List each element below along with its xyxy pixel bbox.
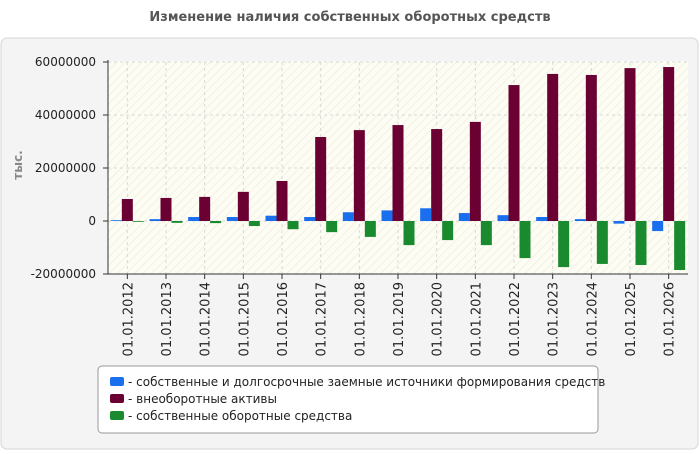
- bar: [635, 221, 647, 265]
- bar: [364, 221, 376, 237]
- bar: [132, 221, 144, 222]
- y-tick-label: 20000000: [35, 161, 96, 175]
- y-tick-label: 60000000: [35, 55, 96, 69]
- bar: [431, 129, 443, 221]
- bar: [519, 221, 531, 259]
- bar: [315, 136, 327, 221]
- bar: [508, 85, 520, 222]
- bar: [248, 221, 260, 227]
- bar: [226, 217, 238, 221]
- bar: [342, 212, 354, 221]
- x-tick-label: 01.01.2014: [199, 282, 214, 356]
- bar: [110, 220, 122, 221]
- bar: [585, 74, 597, 221]
- bar: [663, 67, 675, 221]
- bar: [442, 221, 454, 241]
- bar: [326, 221, 338, 233]
- bar: [403, 221, 415, 246]
- y-axis-label: тыс.: [11, 150, 25, 179]
- bar: [265, 215, 277, 221]
- bar: [558, 221, 570, 268]
- bar: [381, 210, 393, 221]
- bar: [121, 199, 133, 221]
- x-tick-label: 01.01.2020: [431, 282, 446, 356]
- x-tick-label: 01.01.2016: [276, 282, 291, 356]
- x-tick-label: 01.01.2026: [663, 282, 678, 356]
- bar: [458, 213, 470, 221]
- bar: [624, 68, 636, 221]
- x-tick-label: 01.01.2021: [469, 282, 484, 356]
- bar: [237, 191, 249, 221]
- bar: [149, 219, 161, 221]
- bar: [547, 73, 559, 221]
- y-tick-label: 40000000: [35, 108, 96, 122]
- x-tick-label: 01.01.2015: [237, 282, 252, 356]
- bar: [160, 197, 172, 221]
- legend-label: - внеоборотные активы: [128, 392, 277, 406]
- legend-label: - собственные оборотные средства: [128, 409, 352, 423]
- x-tick-label: 01.01.2013: [160, 282, 175, 356]
- bar: [304, 217, 316, 221]
- bar: [171, 221, 183, 223]
- chart-title: Изменение наличия собственных оборотных …: [149, 10, 550, 25]
- bar: [574, 219, 586, 221]
- bar: [596, 221, 608, 264]
- bar: [210, 221, 222, 224]
- bar: [287, 221, 299, 230]
- bar: [674, 221, 686, 271]
- x-tick-label: 01.01.2022: [508, 282, 523, 356]
- bar: [392, 125, 404, 221]
- x-tick-label: 01.01.2019: [392, 282, 407, 356]
- bar: [480, 221, 492, 246]
- bar: [497, 215, 509, 221]
- legend: [97, 365, 599, 434]
- x-tick-label: 01.01.2018: [353, 282, 368, 356]
- x-tick-label: 01.01.2012: [121, 282, 136, 356]
- legend-swatch: [110, 411, 124, 420]
- bar: [420, 208, 432, 221]
- x-tick-label: 01.01.2023: [547, 282, 562, 356]
- bar: [199, 196, 211, 221]
- y-tick-label: 0: [88, 214, 96, 228]
- bar: [276, 180, 288, 221]
- legend-swatch: [110, 394, 124, 403]
- bar: [652, 221, 664, 232]
- bar: [536, 217, 548, 221]
- bar: [613, 221, 625, 224]
- bar: [469, 121, 481, 221]
- x-tick-label: 01.01.2024: [585, 282, 600, 356]
- x-tick-label: 01.01.2025: [624, 282, 639, 356]
- x-tick-label: 01.01.2017: [315, 282, 330, 356]
- bar: [188, 217, 200, 221]
- y-tick-label: -20000000: [31, 267, 96, 281]
- legend-label: - собственные и долгосрочные заемные ист…: [128, 375, 605, 389]
- legend-swatch: [110, 377, 124, 386]
- bar: [353, 130, 365, 221]
